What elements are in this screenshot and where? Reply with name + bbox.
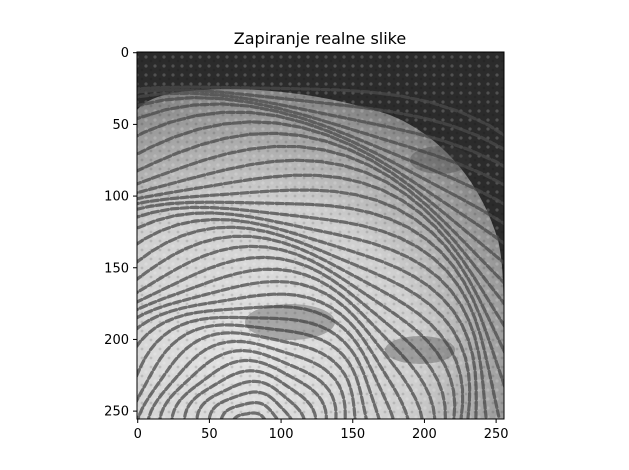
ridge-line (137, 267, 437, 419)
x-tick-label: 150 (340, 427, 365, 442)
ridge-line (137, 331, 357, 419)
ridge-line (137, 102, 504, 206)
ridge-line (182, 369, 318, 419)
ridge-line (137, 225, 472, 419)
ridge-line (137, 120, 504, 246)
ridge-line (137, 110, 504, 226)
x-tick-label: 0 (134, 427, 142, 442)
ridge-line (232, 411, 267, 419)
y-tick-label: 50 (112, 118, 129, 133)
x-axis: 0 50 100 150 200 250 (134, 419, 509, 442)
ridge-line (137, 144, 504, 286)
ridge-line (137, 91, 504, 169)
y-tick-label: 100 (104, 190, 129, 205)
ridge-line (137, 211, 488, 419)
ridge-line (137, 323, 368, 419)
ridge-line (219, 400, 280, 419)
ridge-line (137, 304, 395, 419)
ridge-line (137, 173, 504, 329)
x-tick-label: 200 (412, 427, 437, 442)
ridge-line (137, 131, 504, 266)
ridge-line (158, 348, 338, 419)
y-tick-label: 0 (121, 46, 129, 61)
ridge-line (207, 390, 293, 419)
ridge-line (137, 158, 504, 306)
ridge-line (137, 279, 424, 419)
ridge-line (137, 244, 457, 419)
ridge-line (137, 200, 504, 390)
x-tick-label: 50 (201, 427, 218, 442)
ridge-line (137, 234, 465, 419)
axes-frame (136, 51, 505, 420)
ridge-line (137, 95, 504, 187)
fingerprint-ridges (137, 85, 504, 419)
ridge-line (137, 255, 447, 419)
ridge-line (137, 205, 501, 418)
ridge-line (137, 188, 504, 355)
ridge-line (137, 85, 504, 137)
ridge-line (137, 315, 381, 419)
fingerprint-image (137, 52, 504, 419)
y-tick-label: 250 (104, 405, 129, 420)
ridge-line (137, 217, 478, 419)
x-tick-label: 250 (484, 427, 509, 442)
ridge-line (170, 358, 328, 419)
y-tick-label: 200 (104, 333, 129, 348)
ridge-line (146, 339, 347, 419)
y-tick-label: 150 (104, 261, 129, 276)
ridge-line (137, 88, 504, 152)
y-axis: 0 50 100 150 200 250 (104, 46, 137, 420)
ridge-line (195, 379, 306, 419)
figure-title: Zapiranje realne slike (234, 29, 406, 48)
ridge-line (137, 292, 410, 419)
x-tick-label: 100 (269, 427, 294, 442)
